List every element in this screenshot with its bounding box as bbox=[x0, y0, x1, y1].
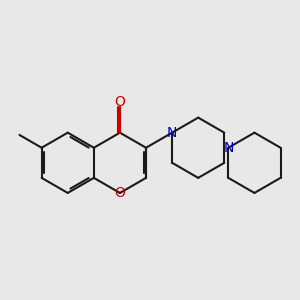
Text: O: O bbox=[115, 186, 125, 200]
Text: O: O bbox=[115, 94, 125, 109]
Text: N: N bbox=[167, 126, 177, 140]
Text: N: N bbox=[223, 141, 233, 155]
